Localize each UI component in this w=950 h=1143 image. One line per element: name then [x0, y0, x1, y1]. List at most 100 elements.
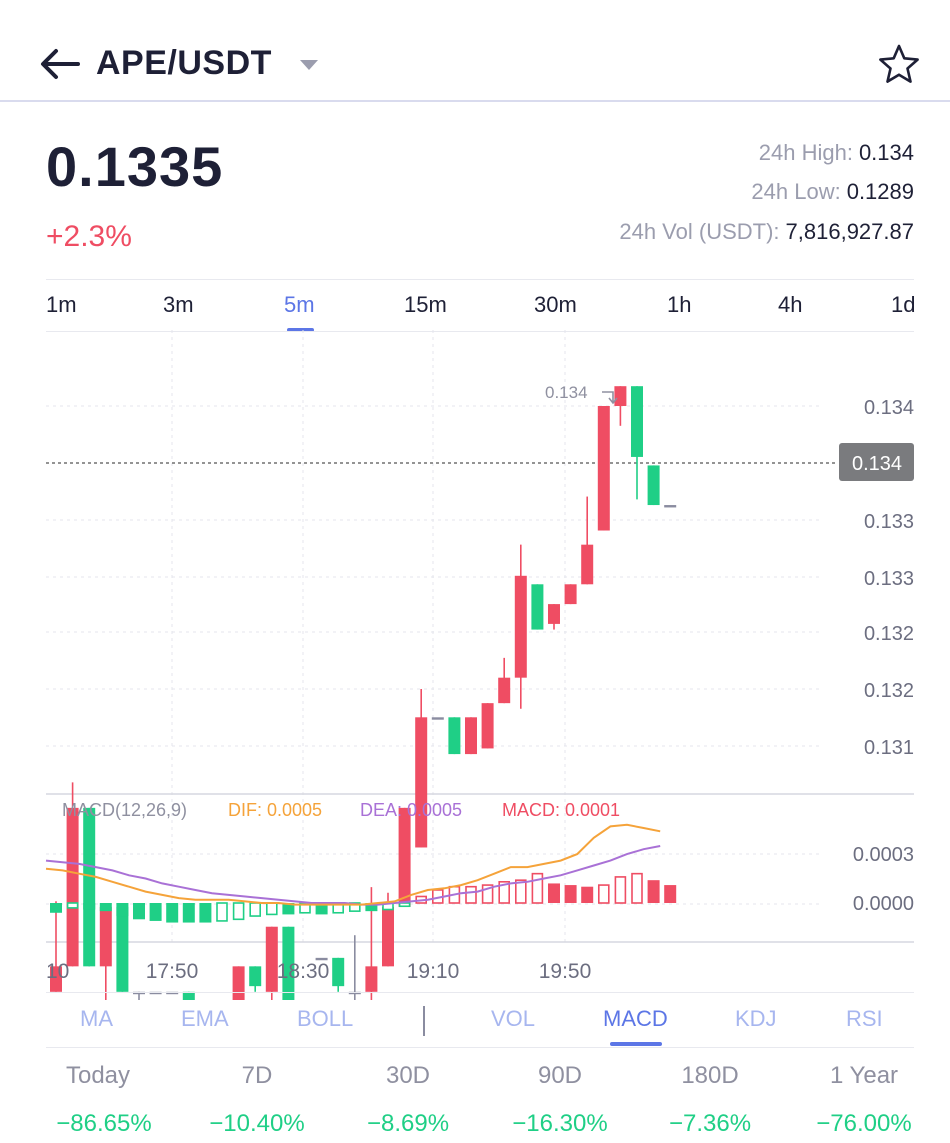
period-label-7d: 7D [241, 1062, 273, 1089]
candle-body [647, 465, 660, 506]
interval-tab-1h[interactable]: 1h [667, 292, 692, 317]
macd-histogram-bar [614, 876, 627, 904]
macd-histogram-bar [315, 903, 328, 915]
last-price: 0.1335 [46, 135, 224, 198]
interval-tab-15m[interactable]: 15m [404, 292, 447, 317]
macd-histogram-bar [66, 902, 79, 909]
time-axis-label: 19:10 [407, 960, 460, 983]
indicator-tab-macd[interactable]: MACD [603, 1006, 668, 1031]
interval-tab-30m[interactable]: 30m [534, 292, 577, 317]
candle-body [398, 807, 411, 907]
current-price-tag-text: 0.134 [852, 453, 902, 475]
candle-body [581, 544, 594, 585]
macd-histogram-bar [282, 903, 295, 915]
interval-tab-1d[interactable]: 1d [891, 292, 916, 317]
interval-tab-3m[interactable]: 3m [163, 292, 194, 317]
macd-histogram-bar [116, 903, 129, 917]
candle-body [614, 386, 627, 406]
period-value-7d: −10.40% [209, 1110, 305, 1137]
macd-histogram-bar [199, 903, 212, 923]
period-label-today: Today [65, 1062, 131, 1089]
candle-body [415, 717, 428, 848]
favorite-button[interactable] [876, 42, 922, 86]
macd-histogram-bar [548, 883, 560, 903]
caret-down-icon [300, 60, 318, 70]
macd-histogram-bar [83, 903, 96, 910]
indicator-tab-kdj[interactable]: KDJ [735, 1006, 777, 1031]
divider [46, 331, 914, 332]
stat-label: 24h High: [758, 140, 853, 165]
back-button[interactable] [38, 44, 82, 84]
macd-histogram-bar [149, 903, 162, 921]
time-axis-label: 10 [46, 960, 69, 983]
macd-axis-label: 0.0000 [853, 893, 914, 915]
macd-histogram-bar [133, 903, 145, 920]
high-marker-text: 0.134 [545, 383, 588, 402]
indicator-tab-rsi[interactable]: RSI [846, 1006, 883, 1031]
macd-legend-dea: DEA: 0.0005 [360, 800, 463, 820]
time-axis-label: 18:30 [277, 960, 330, 983]
indicator-tab-ema[interactable]: EMA [181, 1006, 229, 1031]
macd-histogram-bar [498, 881, 511, 904]
period-label-30d: 30D [385, 1062, 431, 1089]
stat-24h-high: 24h High: 0.134 [759, 140, 914, 166]
candle-body [531, 584, 544, 630]
time-axis-label: 17:50 [146, 960, 199, 983]
stat-label: 24h Low: [751, 179, 841, 204]
indicator-tab-ma[interactable]: MA [80, 1006, 113, 1031]
interval-tab-1m[interactable]: 1m [46, 292, 77, 317]
period-label-1y: 1 Year [829, 1062, 899, 1089]
stat-value: 7,816,927.87 [785, 219, 914, 244]
candle-body [631, 386, 643, 457]
interval-tab-5m[interactable]: 5m [284, 292, 315, 317]
candle-body [448, 717, 461, 755]
period-label-180d: 180D [681, 1062, 739, 1089]
trading-pair-title[interactable]: APE/USDT [96, 44, 272, 82]
candle-body [514, 575, 527, 678]
candle-body [548, 604, 560, 624]
macd-legend-dif: DIF: 0.0005 [228, 800, 323, 820]
high-marker: 0.134 [545, 383, 618, 405]
high-marker-arrow-icon [602, 391, 618, 405]
macd-histogram-bar [398, 902, 411, 908]
candle-body [382, 906, 394, 967]
time-axis: 10 17:50 18:30 19:10 19:50 [46, 960, 591, 983]
candle-body [149, 991, 162, 995]
stat-value: 0.134 [858, 140, 914, 165]
price-axis-label: 0.132 [864, 623, 914, 645]
interval-tab-4h[interactable]: 4h [778, 292, 803, 317]
candlestick-series [50, 386, 677, 1000]
macd-histogram-bar [647, 880, 660, 903]
indicator-tab-boll[interactable]: BOLL [297, 1006, 354, 1031]
pair-dropdown-button[interactable] [298, 58, 320, 72]
candle-body [66, 807, 79, 967]
candle-body [99, 906, 112, 967]
candle-body [182, 991, 195, 1000]
candle-body [348, 991, 361, 995]
price-axis-label: 0.131 [864, 737, 914, 759]
current-price-tag: 0.134 [839, 443, 914, 481]
candle-body [50, 966, 62, 992]
stat-label: 24h Vol (USDT): [619, 219, 780, 244]
macd-histogram-bar [531, 872, 544, 904]
divider [46, 992, 914, 993]
macd-histogram-bar [465, 885, 477, 904]
stat-24h-volume: 24h Vol (USDT): 7,816,927.87 [619, 219, 914, 245]
period-value-today: −86.65% [56, 1110, 152, 1137]
macd-histogram-bar [597, 884, 610, 904]
candle-body [166, 991, 179, 995]
time-axis-label: 19:50 [539, 960, 592, 983]
candle-body [232, 966, 245, 1000]
chart-grid [46, 330, 914, 943]
macd-histogram-bar [631, 872, 643, 904]
macd-axis-label: 0.0003 [853, 844, 914, 866]
stat-24h-low: 24h Low: 0.1289 [751, 179, 914, 205]
price-axis-label: 0.132 [864, 680, 914, 702]
macd-histogram-bar [514, 879, 527, 904]
indicator-tab-vol[interactable]: VOL [491, 1006, 536, 1031]
candle-body [315, 957, 328, 961]
candle-body [116, 906, 129, 992]
top-bar: APE/USDT [0, 0, 950, 102]
price-axis-label: 0.134 [864, 397, 914, 419]
